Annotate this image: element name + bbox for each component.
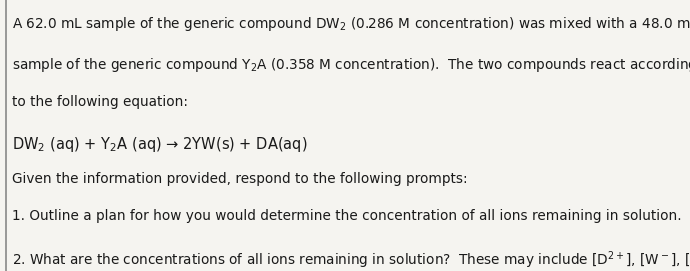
Text: sample of the generic compound Y$_2$A (0.358 M concentration).  The two compound: sample of the generic compound Y$_2$A (0… [12,56,690,73]
Text: Given the information provided, respond to the following prompts:: Given the information provided, respond … [12,172,468,186]
Text: 1. Outline a plan for how you would determine the concentration of all ions rema: 1. Outline a plan for how you would dete… [12,209,682,223]
Text: DW$_2$ (aq) + Y$_2$A (aq) → 2YW(s) + DA(aq): DW$_2$ (aq) + Y$_2$A (aq) → 2YW(s) + DA(… [12,136,308,154]
Text: to the following equation:: to the following equation: [12,95,188,109]
Text: A 62.0 mL sample of the generic compound DW$_2$ (0.286 M concentration) was mixe: A 62.0 mL sample of the generic compound… [12,15,690,33]
Text: 2. What are the concentrations of all ions remaining in solution?  These may inc: 2. What are the concentrations of all io… [12,249,690,271]
